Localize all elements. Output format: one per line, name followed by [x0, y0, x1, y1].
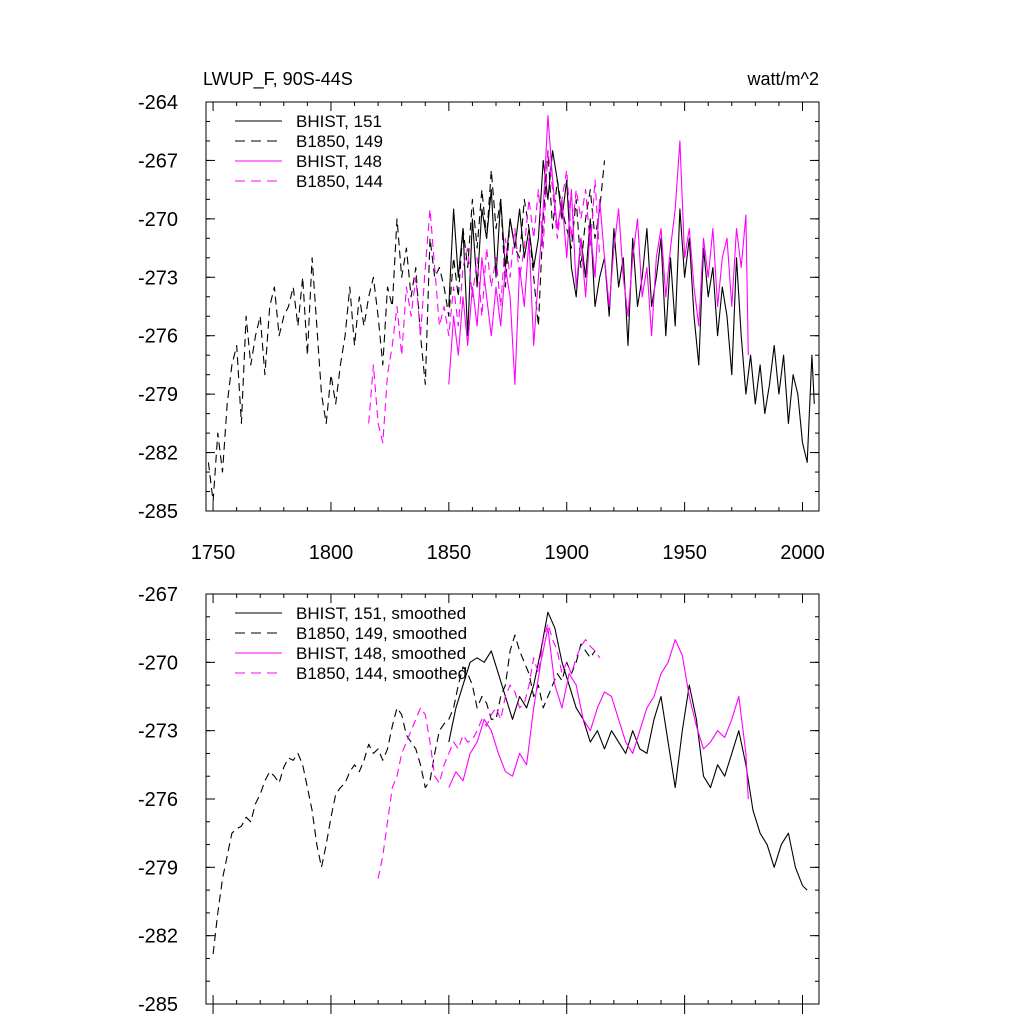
y-tick-label: -285 — [138, 994, 178, 1016]
top-series-line-bhist-148 — [448, 115, 749, 385]
x-tick-label: 1750 — [191, 542, 236, 564]
legend-label: B1850, 144 — [296, 172, 383, 191]
top-panel: -264 -267 -270 -273 -276 -279 -282 -285 1750 180… — [138, 69, 825, 564]
legend-label: B1850, 144, smoothed — [296, 664, 467, 683]
top-series-group — [207, 115, 815, 502]
y-tick-label: -267 — [138, 584, 178, 606]
top-y-tick-labels: -264 -267 -270 -273 -276 -279 -282 -285 — [138, 92, 178, 523]
bot-series-line-b1850-149-smoothed — [212, 634, 596, 954]
bot-series-line-bhist-151-smoothed — [448, 611, 808, 891]
chart-title: LWUP_F, 90S-44S — [203, 69, 353, 90]
bottom-panel: -267 -270 -273 -276 -279 -282 -285 BHIST, 151,… — [138, 584, 820, 1016]
x-tick-label: 2000 — [780, 542, 825, 564]
legend-label: BHIST, 151 — [296, 112, 382, 131]
top-series-line-bhist-151 — [448, 150, 815, 463]
bot-series-line-b1850-144-smoothed — [377, 623, 601, 879]
y-tick-label: -285 — [138, 501, 178, 523]
legend-label: B1850, 149 — [296, 132, 383, 151]
x-tick-label: 1950 — [662, 542, 707, 564]
y-tick-label: -267 — [138, 150, 178, 172]
y-tick-label: -276 — [138, 326, 178, 348]
top-x-tick-labels: 1750 1800 1850 1900 1950 2000 — [191, 542, 825, 564]
legend-label: BHIST, 148 — [296, 152, 382, 171]
legend-label: BHIST, 151, smoothed — [296, 604, 466, 623]
y-tick-label: -282 — [138, 443, 178, 465]
bot-series-line-bhist-148-smoothed — [448, 627, 749, 800]
top-series-line-b1850-149 — [207, 150, 606, 502]
y-tick-label: -282 — [138, 926, 178, 948]
y-tick-label: -270 — [138, 209, 178, 231]
x-tick-label: 1900 — [544, 542, 589, 564]
bottom-axis-ticks — [206, 593, 819, 1014]
top-series-line-b1850-144 — [368, 150, 601, 444]
units-label: watt/m^2 — [747, 69, 819, 89]
y-tick-label: -264 — [138, 92, 178, 114]
legend-label: B1850, 149, smoothed — [296, 624, 467, 643]
legend-label: BHIST, 148, smoothed — [296, 644, 466, 663]
bottom-series-group — [212, 611, 808, 954]
top-plot-frame — [205, 101, 820, 512]
y-tick-label: -279 — [138, 384, 178, 406]
top-axis-ticks — [206, 101, 819, 512]
bottom-y-tick-labels: -267 -270 -273 -276 -279 -282 -285 — [138, 584, 178, 1016]
y-tick-label: -279 — [138, 857, 178, 879]
y-tick-label: -270 — [138, 652, 178, 674]
y-tick-label: -273 — [138, 267, 178, 289]
x-tick-label: 1800 — [309, 542, 354, 564]
y-tick-label: -276 — [138, 789, 178, 811]
x-tick-label: 1850 — [427, 542, 472, 564]
y-tick-label: -273 — [138, 721, 178, 743]
